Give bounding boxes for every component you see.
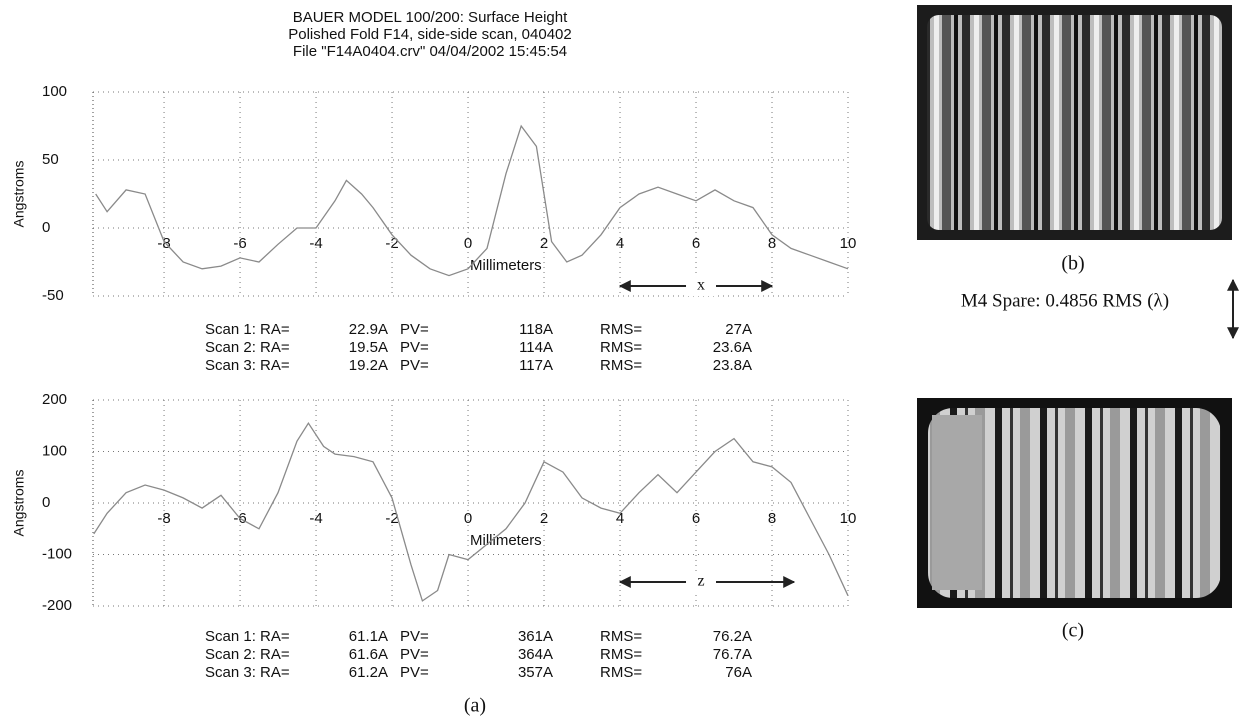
stats-text: 61.1A <box>349 628 388 645</box>
stats-text: RMS= <box>600 339 642 356</box>
image-b <box>917 5 1232 240</box>
stats-text: 76A <box>725 664 752 681</box>
stats-text: Scan 1: RA= <box>205 628 290 645</box>
y-tick-label: -100 <box>42 545 72 562</box>
x-axis-label: Millimeters <box>470 532 542 549</box>
x-tick-label: 8 <box>768 510 776 527</box>
x-tick-label: -8 <box>157 510 170 527</box>
y-tick-label: -200 <box>42 597 72 614</box>
stats-text: Scan 2: RA= <box>205 646 290 663</box>
note: M4 Spare: 0.4856 RMS (λ) <box>961 290 1169 311</box>
stats-text: 19.2A <box>349 357 388 374</box>
figure: (b) M4 Spare: 0.4856 RMS (λ) (c) (a) BAU… <box>0 0 1245 721</box>
annotation: z <box>697 573 704 590</box>
stats-text: 22.9A <box>349 321 388 338</box>
stats-text: RMS= <box>600 357 642 374</box>
stats-text: 19.5A <box>349 339 388 356</box>
chart-title: File "F14A0404.crv" 04/04/2002 15:45:54 <box>293 43 567 60</box>
stats-text: 61.6A <box>349 646 388 663</box>
stats-text: PV= <box>400 646 429 663</box>
stats-text: Scan 3: RA= <box>205 357 290 374</box>
stats-text: 118A <box>519 321 553 338</box>
annotation: x <box>697 277 705 294</box>
y-tick-label: 50 <box>42 151 59 168</box>
y-axis-label: Angstroms <box>11 161 27 228</box>
stats-text: 114A <box>519 339 553 356</box>
y-tick-label: 200 <box>42 391 67 408</box>
caption-b: (b) <box>1061 253 1084 275</box>
stats-text: 76.2A <box>713 628 752 645</box>
image-c <box>917 398 1232 608</box>
stats-text: PV= <box>400 321 429 338</box>
caption-c: (c) <box>1062 620 1084 642</box>
stats-text: 76.7A <box>713 646 752 663</box>
stats-text: RMS= <box>600 628 642 645</box>
line <box>96 126 848 276</box>
stats-text: PV= <box>400 628 429 645</box>
stats-text: Scan 3: RA= <box>205 664 290 681</box>
stats-text: Scan 1: RA= <box>205 321 290 338</box>
y-tick-label: 0 <box>42 219 50 236</box>
stats-text: 357A <box>518 664 553 681</box>
y-axis-label: Angstroms <box>11 470 27 537</box>
stats-text: 117A <box>519 357 553 374</box>
caption-a: (a) <box>464 695 486 717</box>
stats-text: RMS= <box>600 321 642 338</box>
chart-title: BAUER MODEL 100/200: Surface Height <box>293 9 568 26</box>
x-tick-label: -4 <box>309 510 322 527</box>
stats-text: 361A <box>518 628 553 645</box>
x-tick-label: 6 <box>692 510 700 527</box>
stats-text: PV= <box>400 664 429 681</box>
stats-text: RMS= <box>600 646 642 663</box>
stats-text: Scan 2: RA= <box>205 339 290 356</box>
y-tick-label: 100 <box>42 442 67 459</box>
stats-text: PV= <box>400 357 429 374</box>
chart-title: Polished Fold F14, side-side scan, 04040… <box>288 26 572 43</box>
y-tick-label: -50 <box>42 287 64 304</box>
stats-text: 27A <box>725 321 752 338</box>
stats-text: 23.8A <box>713 357 752 374</box>
x-tick-label: 2 <box>540 510 548 527</box>
x-axis-label: Millimeters <box>470 257 542 274</box>
stats-text: 61.2A <box>349 664 388 681</box>
stats-text: 23.6A <box>713 339 752 356</box>
x-tick-label: 0 <box>464 510 472 527</box>
x-tick-label: 10 <box>840 510 857 527</box>
stats-text: 364A <box>518 646 553 663</box>
y-tick-label: 100 <box>42 83 67 100</box>
y-tick-label: 0 <box>42 494 50 511</box>
stats-text: RMS= <box>600 664 642 681</box>
stats-text: PV= <box>400 339 429 356</box>
